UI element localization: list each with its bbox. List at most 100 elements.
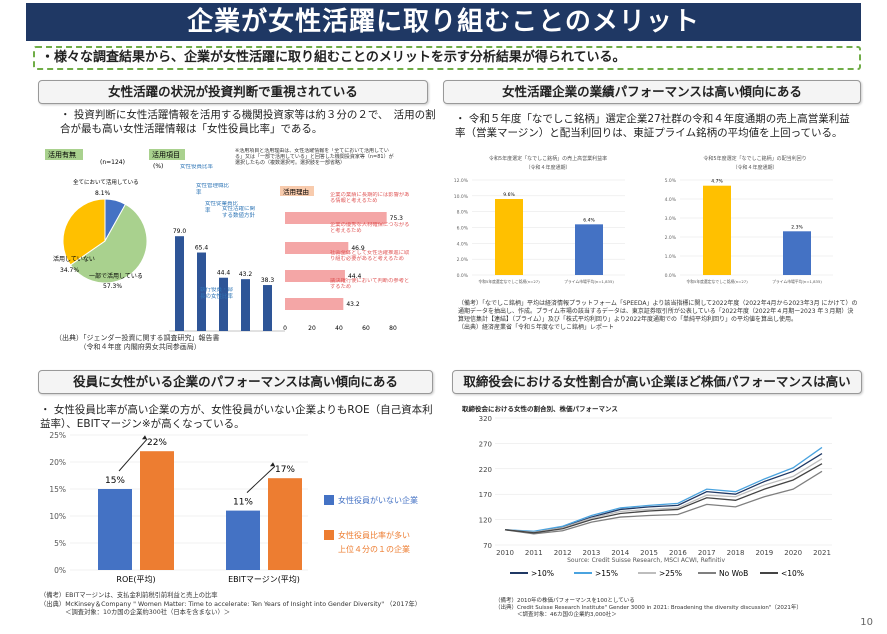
performance-category: ROE(平均) [116, 574, 155, 584]
y-tick: 10% [49, 512, 66, 521]
y-tick: 170 [479, 491, 492, 499]
panel2-svg: 令和5年度選定「なでしこ銘柄」の売上高営業利益率 （令和４年度通期） 令和5年度… [454, 155, 833, 284]
pie-value-all: 8.1% [95, 190, 111, 197]
y-tick: 3.0% [665, 216, 677, 222]
y-tick: 220 [479, 466, 492, 474]
performance-bar-value: 15% [105, 476, 125, 486]
y-tick: 5% [54, 539, 66, 548]
arrow-head [142, 435, 147, 440]
legend-label: >15% [595, 569, 618, 578]
reason-axis-tick: 20 [308, 325, 316, 332]
stock-series-line [504, 463, 823, 534]
y-tick: 20% [49, 458, 66, 467]
panel1-header: 女性活躍の状況が投資判断で重視されている [38, 80, 428, 104]
legend2-swatch [324, 530, 334, 540]
x-tick: 2019 [755, 549, 773, 557]
items-bar-name-text: 執行役員・部長の女性比率 [200, 287, 234, 300]
panel3-text: ・ 女性役員比率が高い企業の方が、女性役員がいない企業よりもROE（自己資本利益… [40, 404, 433, 430]
items-bar-name-text: 女性活躍に関する数値方針 [222, 206, 256, 219]
reason-axis-tick: 40 [335, 325, 343, 332]
nadeshiko-bar-value: 2.3% [791, 224, 803, 230]
reason-bar-value: 75.3 [390, 215, 404, 222]
items-bar [241, 279, 250, 331]
items-bar-chart: 79.0 65.4 44.4 43.2 38.3 女性役員比率女性管理職比率女性従業員比率… [169, 164, 285, 332]
reason-bar-value: 43.2 [346, 301, 360, 308]
x-tick: 2018 [727, 549, 745, 557]
items-bar-name: 女性従業員比率 [205, 201, 239, 214]
page-number: 10 [860, 617, 873, 628]
y-tick: 2.0% [457, 257, 469, 263]
legend2-label-a: 女性役員比率が多い [338, 530, 410, 540]
legend-label: >25% [659, 569, 682, 578]
panel3-header: 役員に女性がいる企業のパフォーマンスは高い傾向にある [38, 370, 433, 394]
panel1-svg: 活用有無 (n=124) 全てにおいて活用している 8.1% 活用していない 3… [45, 148, 410, 332]
stock-series-line [504, 470, 823, 535]
panel1-source: （出典）「ジェンダー投資に関する調査研究」報告書 （令和４年度 内閣府男女共同参… [55, 334, 220, 351]
y-tick: 8.0% [457, 210, 469, 216]
items-bar-value: 43.2 [239, 271, 253, 278]
y-tick: 4.0% [665, 197, 677, 203]
panel4-svg: 320 270 220 170 120 70 2010 2011 2012 2013 2014 201… [479, 415, 832, 578]
margin-bar-chart: 12.0% 10.0% 8.0% 6.0% 4.0% 2.0% 0.0% 9.6% 令和5年度選… [454, 178, 625, 284]
nadeshiko-bar-category: 令和5年度選定なでしこ銘柄(n=27) [686, 279, 748, 284]
y-tick: 5.0% [665, 178, 677, 184]
x-tick: 2016 [669, 549, 687, 557]
y-tick: 0.0% [665, 273, 677, 279]
items-bar-name: 女性活躍に関する数値方針 [222, 206, 256, 219]
performance-bar-chart: 25% 20% 15% 10% 5% 0% 15% 22% ROE(平均) 11% 17% EBITマ… [49, 431, 308, 584]
y-tick: 2.0% [665, 235, 677, 241]
y-tick: 1.0% [665, 254, 677, 260]
reason-bar [285, 298, 344, 310]
y-tick: 10.0% [454, 194, 469, 200]
items-label-bg [149, 149, 185, 160]
performance-bar [98, 489, 132, 570]
items-bar-name-text: 女性従業員比率 [205, 201, 239, 214]
y-tick: 12.0% [454, 178, 469, 184]
x-tick: 2011 [525, 549, 543, 557]
x-tick: 2017 [698, 549, 716, 557]
reason-bar-name-text: 議決権行使において判断の参考とするため [330, 278, 410, 291]
performance-bar [268, 478, 302, 570]
reason-axis-tick: 60 [362, 325, 370, 332]
reason-label-bg [280, 186, 314, 196]
items-bar-name: 執行役員・部長の女性比率 [200, 287, 234, 300]
items-bar [219, 277, 228, 331]
reason-bar-name: 社会全体として女性活躍推進に取り組む必要があると考えるため [330, 250, 409, 262]
y-tick: 120 [479, 517, 492, 525]
dividend-bar-chart: 5.0% 4.0% 3.0% 2.0% 1.0% 0.0% 4.7% 令和5年度選定なでしこ銘… [665, 178, 833, 284]
usage-pie-chart [62, 198, 148, 284]
reason-axis-tick: 0 [283, 325, 287, 332]
panel4-source: （備考）2010年の株価パフォーマンスを100としている （出典）Credit … [495, 598, 802, 618]
reason-bar-name: 議決権行使において判断の参考とするため [330, 278, 410, 291]
items-bar [263, 285, 272, 331]
arrow-line [118, 438, 148, 472]
y-tick: 70 [483, 542, 492, 550]
y-tick: 4.0% [457, 241, 469, 247]
y-tick: 0.0% [457, 273, 469, 279]
items-bar-value: 38.3 [261, 277, 275, 284]
items-note: ※活用項目と活用理由は、女性活躍情報を「全てにおいて活用している」又は「一部で活… [235, 148, 394, 166]
reason-label: 活用理由 [283, 187, 309, 196]
items-bar [197, 252, 206, 331]
x-tick: 2013 [583, 549, 601, 557]
stock-legend: >10% >15% >25% No WoB <10% [510, 569, 804, 578]
chart2-subtitle: （令和４年度通期） [732, 164, 777, 171]
nadeshiko-bar-category: プライム市場平均(n=1,835) [564, 279, 614, 284]
items-bar [175, 236, 184, 331]
nadeshiko-bar [495, 199, 523, 275]
legend-label: >10% [531, 569, 554, 578]
panel1-charts: 活用有無 (n=124) 全てにおいて活用している 8.1% 活用していない 3… [45, 146, 440, 356]
y-tick: 320 [479, 415, 492, 423]
arrow-head [270, 462, 275, 467]
y-tick: 25% [49, 431, 66, 440]
reason-bar-value: 46.9 [351, 245, 365, 252]
x-tick: 2012 [554, 549, 572, 557]
legend1-swatch [324, 495, 334, 505]
nadeshiko-bar-value: 4.7% [711, 179, 723, 185]
chart-credit: Source: Credit Suisse Research, MSCI ACW… [567, 557, 725, 564]
stock-series-line [504, 458, 823, 533]
reason-axis-tick: 80 [389, 325, 397, 332]
items-label: 活用項目 [152, 150, 180, 159]
nadeshiko-bar-category: プライム市場平均(n=1,835) [772, 279, 822, 284]
performance-bar [226, 510, 260, 570]
